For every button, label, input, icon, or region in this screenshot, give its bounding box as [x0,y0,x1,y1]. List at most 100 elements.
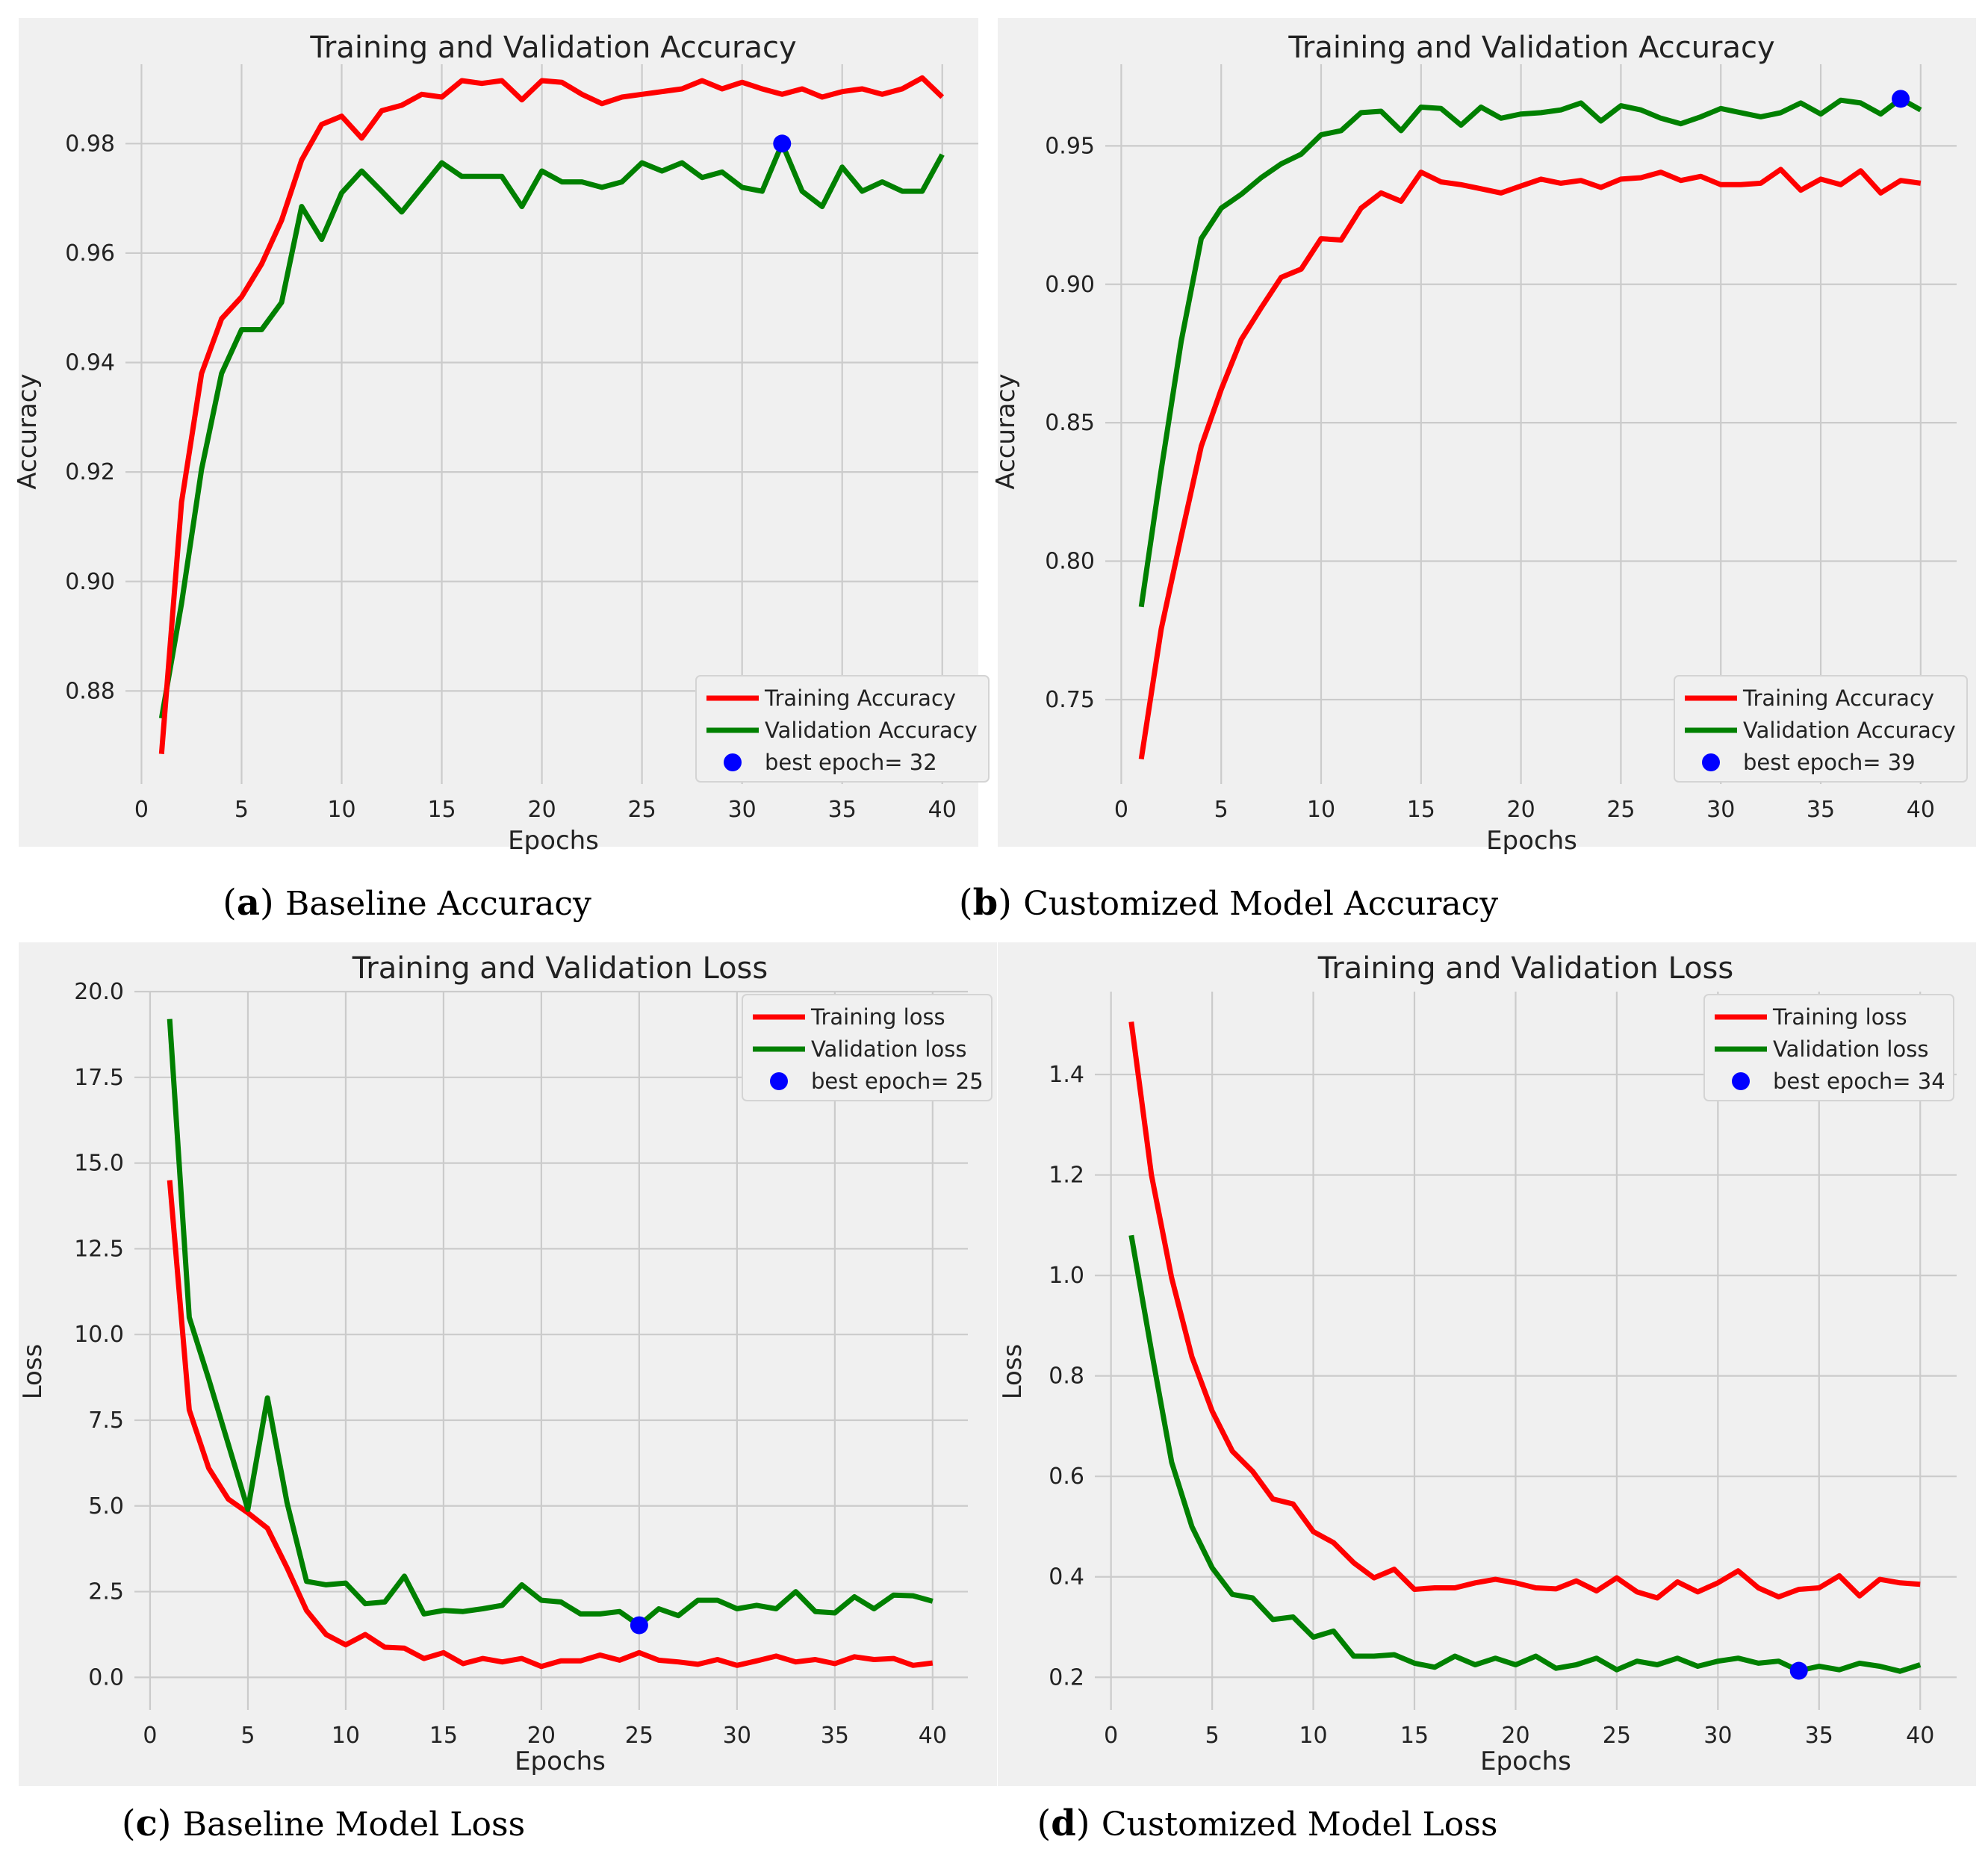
x-tick-label: 5 [1214,797,1228,823]
y-tick-label: 0.6 [1049,1464,1084,1490]
x-tick-label: 10 [327,797,355,823]
legend-entry-training-label: Training loss [810,1004,945,1030]
legend-entry-best-epoch-swatch [1702,753,1720,771]
legend: Training Accuracy Validation Accuracy best… [1674,675,1968,783]
training-series-line [167,1180,934,1670]
y-axis-label: Accuracy [991,373,1021,489]
legend-entry-best-epoch-label: best epoch= 39 [1743,750,1916,775]
x-tick-label: 10 [1299,1723,1327,1749]
panel-caption: (a) Baseline Accuracy [223,882,591,924]
x-tick-label: 20 [1501,1723,1529,1749]
x-tick-label: 35 [821,1723,849,1749]
best-epoch-marker [773,134,792,153]
chart-title: Training and Validation Accuracy [1287,31,1774,65]
y-tick-label: 0.94 [65,350,115,376]
x-tick-label: 30 [1706,797,1735,823]
y-tick-label: 5.0 [88,1493,124,1520]
legend-box [1703,994,1954,1101]
x-tick-label: 5 [240,1723,255,1749]
y-tick-label: 1.2 [1049,1163,1084,1189]
chart-title: Training and Validation Accuracy [309,31,796,65]
y-tick-label: 0.95 [1045,133,1095,159]
y-tick-label: 0.90 [1045,272,1095,298]
x-tick-label: 10 [332,1723,360,1749]
panel-caption: (b) Customized Model Accuracy [959,882,1498,924]
y-tick-label: 17.5 [74,1065,124,1091]
x-tick-label: 30 [1703,1723,1732,1749]
x-tick-label: 40 [928,797,957,823]
chart-panel-c: 0 5 10 15 20 25 30 35 40 0.0 2.5 5.0 7.5 10.0 12.5 15.0… [18,942,997,1786]
training-series-line [1138,167,1922,760]
x-tick-label: 10 [1307,797,1335,823]
chart-title: Training and Validation Loss [1317,951,1733,986]
x-tick-label: 0 [1104,1723,1118,1749]
y-tick-label: 0.98 [65,131,115,157]
legend-entry-best-epoch-swatch [1732,1072,1750,1090]
x-tick-label: 20 [527,1723,556,1749]
x-tick-label: 25 [1606,797,1635,823]
x-tick-label: 35 [1807,797,1835,823]
chart-panel-b: 0 5 10 15 20 25 30 35 40 0.75 0.80 0.85 0.90 0.95 Trai… [991,18,1976,856]
legend-entry-training-label: Training Accuracy [1742,685,1934,711]
x-tick-label: 25 [625,1723,653,1749]
x-tick-label: 40 [919,1723,947,1749]
legend: Training loss Validation loss best epoch= … [742,994,993,1101]
legend-box [695,675,990,783]
validation-series-line [1128,1234,1922,1674]
legend: Training loss Validation loss best epoch= … [1703,994,1954,1101]
y-tick-label: 0.4 [1049,1564,1084,1590]
legend-entry-best-epoch-label: best epoch= 25 [811,1069,984,1094]
legend-entry-best-epoch-label: best epoch= 34 [1773,1069,1945,1094]
panel-caption: (d) Customized Model Loss [1037,1803,1498,1844]
x-axis-label: Epochs [515,1747,606,1776]
legend-entry-training-label: Training Accuracy [764,685,956,711]
x-tick-label: 40 [1907,797,1935,823]
y-tick-label: 7.5 [88,1408,124,1434]
y-tick-label: 2.5 [88,1579,124,1605]
y-axis-label: Loss [18,1344,48,1400]
y-axis-label: Accuracy [13,373,43,489]
y-tick-label: 0.2 [1049,1664,1084,1691]
training-series-line [158,75,945,754]
y-tick-label: 0.92 [65,459,115,485]
y-tick-label: 0.96 [65,240,115,267]
x-tick-label: 5 [1205,1723,1220,1749]
legend: Training Accuracy Validation Accuracy best… [695,675,990,783]
panel-caption: (c) Baseline Model Loss [122,1803,525,1844]
x-tick-label: 35 [1805,1723,1833,1749]
validation-series-line [158,140,945,719]
y-tick-label: 0.80 [1045,549,1095,575]
x-tick-label: 0 [143,1723,157,1749]
y-axis-label: Loss [998,1344,1028,1400]
x-axis-label: Epochs [508,826,599,856]
y-tick-label: 0.8 [1049,1363,1084,1390]
y-tick-label: 20.0 [74,979,124,1005]
legend-entry-validation-label: Validation loss [811,1036,966,1062]
legend-entry-best-epoch-swatch [770,1072,788,1090]
validation-series-line [167,1018,934,1629]
y-tick-label: 10.0 [74,1322,124,1348]
x-tick-label: 40 [1906,1723,1934,1749]
legend-entry-best-epoch-swatch [724,753,742,771]
y-tick-label: 1.4 [1049,1062,1084,1088]
legend-entry-best-epoch-label: best epoch= 32 [765,750,937,775]
y-tick-label: 0.90 [65,569,115,595]
y-tick-label: 0.75 [1045,687,1095,713]
legend-entry-validation-label: Validation Accuracy [1743,718,1956,743]
legend-entry-validation-label: Validation Accuracy [765,718,978,743]
legend-box [1674,675,1968,783]
chart-panel-a: 0 5 10 15 20 25 30 35 40 0.88 0.90 0.92 0.94 0.96 0.98… [13,18,990,856]
legend-entry-training-label: Training loss [1772,1004,1907,1030]
x-tick-label: 15 [1400,1723,1429,1749]
legend-entry-validation-label: Validation loss [1773,1036,1928,1062]
x-axis-label: Epochs [1480,1747,1571,1776]
chart-title: Training and Validation Loss [352,951,768,986]
chart-panel-d: 0 5 10 15 20 25 30 35 40 0.2 0.4 0.6 0.8 1.0 1.2 1.4 Tra… [998,942,1976,1786]
legend-box [742,994,993,1101]
best-epoch-marker [1892,90,1910,108]
y-tick-label: 0.0 [88,1664,124,1691]
y-tick-label: 0.85 [1045,410,1095,436]
x-tick-label: 25 [1603,1723,1631,1749]
x-tick-label: 30 [723,1723,751,1749]
